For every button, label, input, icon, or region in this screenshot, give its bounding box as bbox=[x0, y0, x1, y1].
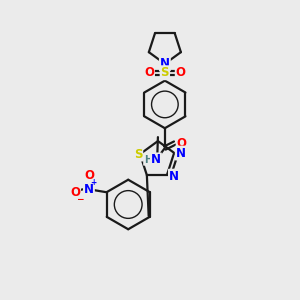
Text: −: − bbox=[76, 194, 84, 203]
Text: O: O bbox=[177, 136, 187, 150]
Text: N: N bbox=[169, 169, 179, 183]
Text: N: N bbox=[151, 153, 161, 167]
Text: +: + bbox=[91, 178, 97, 187]
Text: N: N bbox=[160, 57, 170, 70]
Text: S: S bbox=[160, 66, 169, 79]
Text: O: O bbox=[84, 169, 94, 182]
Text: O: O bbox=[144, 66, 154, 79]
Text: O: O bbox=[70, 186, 80, 199]
Text: S: S bbox=[134, 148, 142, 160]
Text: N: N bbox=[176, 147, 186, 160]
Text: H: H bbox=[144, 155, 152, 165]
Text: N: N bbox=[84, 183, 94, 196]
Text: O: O bbox=[176, 66, 186, 79]
